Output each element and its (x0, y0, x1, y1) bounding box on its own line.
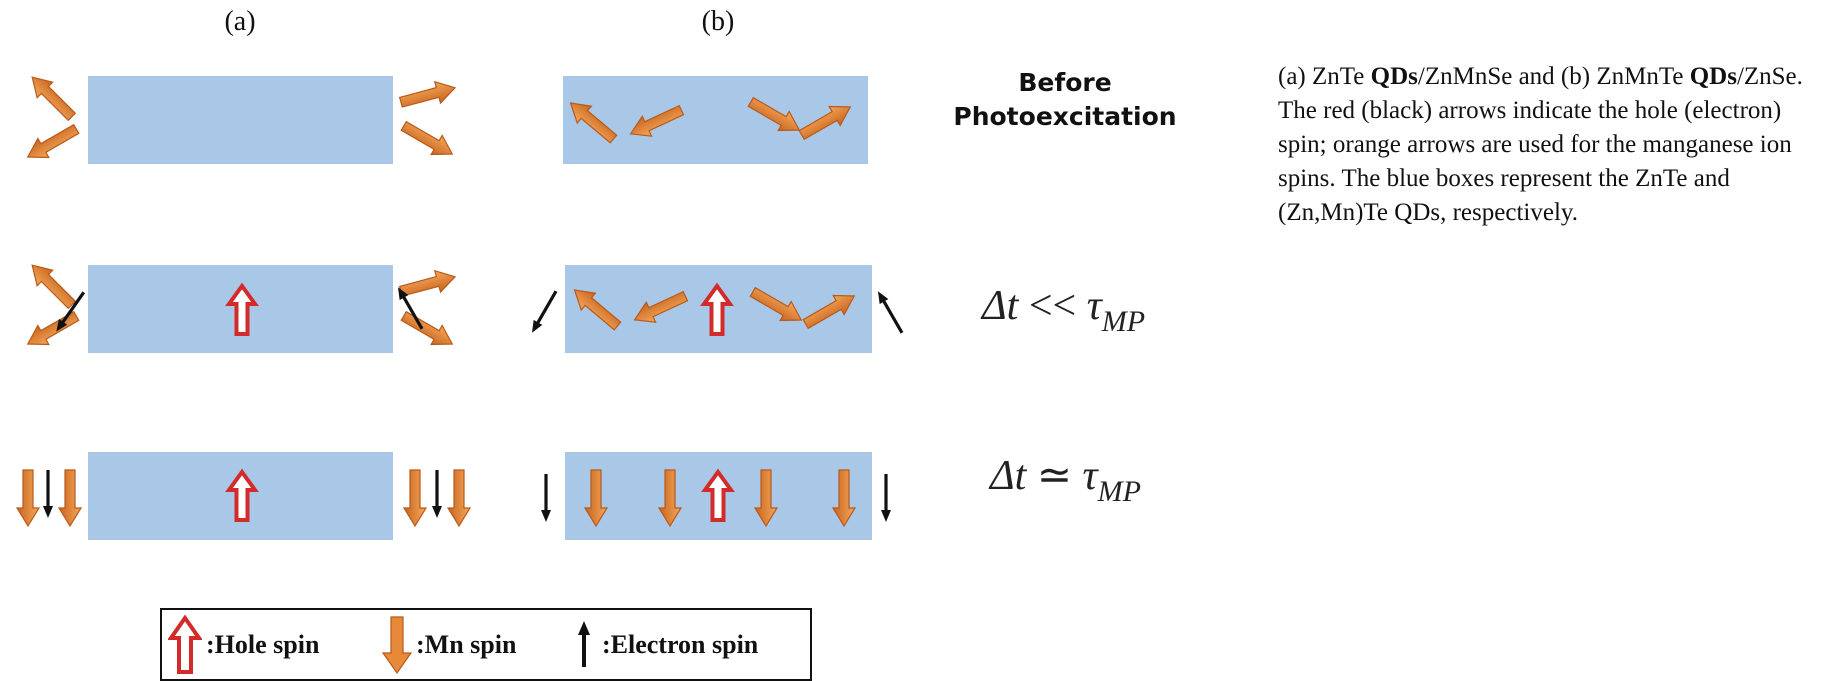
tau: τ (1086, 283, 1102, 329)
mn-arrow (397, 76, 459, 114)
legend-mn: :Mn spin (380, 610, 516, 680)
before-line2: Photoexcitation (953, 102, 1177, 131)
tau: τ (1082, 453, 1098, 499)
delta-t: Δt (982, 283, 1019, 329)
legend-electron: :Electron spin (574, 610, 758, 680)
mn-arrow (397, 265, 459, 303)
legend-electron-label: :Electron spin (602, 630, 759, 659)
mn-arrow (447, 469, 471, 527)
mn-arrow (21, 118, 83, 168)
caption-part-3: /ZnMnSe and (b) ZnMnTe (1417, 63, 1690, 90)
mn-arrow (397, 305, 459, 355)
before-line1: Before (1018, 68, 1112, 97)
electron-arrow-icon (578, 621, 590, 667)
mn-arrow (403, 469, 427, 527)
spin-diagram (16, 68, 907, 540)
electron-arrow (541, 474, 551, 522)
much-less-sign: << (1018, 283, 1087, 329)
mn-arrow (16, 469, 40, 527)
tau-subscript: MP (1097, 475, 1141, 508)
hole-arrow-icon (168, 615, 202, 674)
panel-a-label: (a) (224, 6, 256, 37)
mn-arrow (397, 115, 459, 165)
mn-arrow (23, 256, 81, 314)
mn-arrow (58, 469, 82, 527)
electron-arrow (43, 470, 53, 518)
legend-mn-label: :Mn spin (416, 630, 517, 659)
electron-arrow (881, 474, 891, 522)
row-label-before: Before Photoexcitation (915, 66, 1215, 134)
mn-arrow-icon (381, 616, 413, 675)
electron-arrow (432, 470, 442, 518)
electron-arrow (527, 288, 561, 336)
tau-subscript: MP (1101, 305, 1146, 338)
legend-hole-label: :Hole spin (206, 630, 320, 659)
formula-much-less: Δt << τMP (982, 282, 1145, 338)
figure-caption: (a) ZnTe QDs/ZnMnSe and (b) ZnMnTe QDs/Z… (1278, 60, 1818, 230)
legend-hole: :Hole spin (168, 610, 319, 680)
legend-box: :Hole spin :Mn spin :Electron spin (160, 608, 812, 681)
mn-arrow (23, 68, 81, 126)
caption-bold-1: QDs (1370, 63, 1418, 90)
panel-b-label: (b) (701, 6, 735, 37)
formula-approx: Δt ≃ τMP (990, 450, 1141, 508)
caption-bold-2: QDs (1689, 63, 1737, 90)
qd-box-a-row1 (88, 76, 393, 164)
delta-t: Δt (990, 453, 1027, 499)
approx-sign: ≃ (1026, 453, 1083, 499)
electron-arrow (873, 288, 907, 336)
caption-part-1: (a) ZnTe (1278, 63, 1371, 90)
mn-arrow (21, 305, 83, 355)
caption-part-5: /ZnSe. The red (black) arrows indicate t… (1278, 63, 1803, 226)
